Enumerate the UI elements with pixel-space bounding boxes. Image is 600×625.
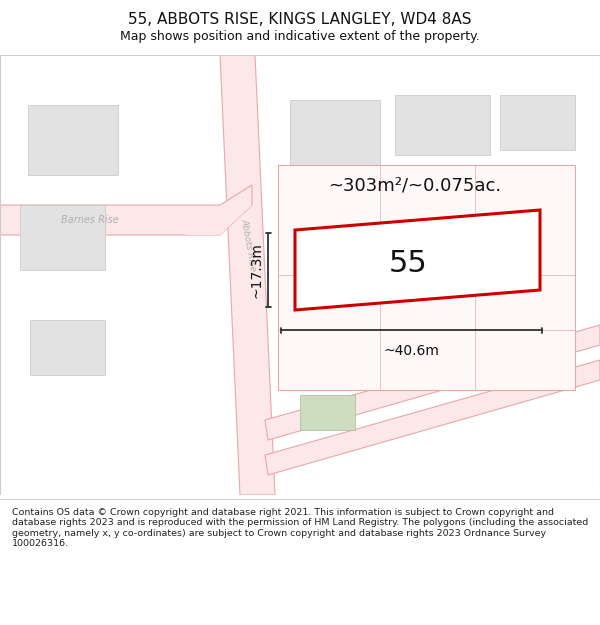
Text: 55: 55 [389,249,427,278]
Text: 55, ABBOTS RISE, KINGS LANGLEY, WD4 8AS: 55, ABBOTS RISE, KINGS LANGLEY, WD4 8AS [128,12,472,27]
Bar [278,165,575,390]
Polygon shape [185,195,252,235]
Bar [28,105,118,175]
Text: ~40.6m: ~40.6m [383,344,439,358]
Text: Map shows position and indicative extent of the property.: Map shows position and indicative extent… [120,30,480,43]
Bar [300,395,355,430]
Text: Abbots Rise: Abbots Rise [240,218,258,272]
Bar [30,320,105,375]
Polygon shape [295,210,540,310]
Polygon shape [265,360,600,475]
Bar [20,205,105,270]
Polygon shape [265,325,600,440]
Text: ~303m²/~0.075ac.: ~303m²/~0.075ac. [328,176,502,194]
Bar [500,95,575,150]
Bar [395,95,490,155]
Polygon shape [0,185,252,235]
Text: Barnes Rise: Barnes Rise [61,215,119,225]
Text: Contains OS data © Crown copyright and database right 2021. This information is : Contains OS data © Crown copyright and d… [12,508,588,548]
Bar [500,183,572,233]
Bar [395,185,485,237]
Text: ~17.3m: ~17.3m [249,242,263,298]
Polygon shape [220,55,275,495]
Bar [290,100,380,165]
Bar [290,188,378,243]
